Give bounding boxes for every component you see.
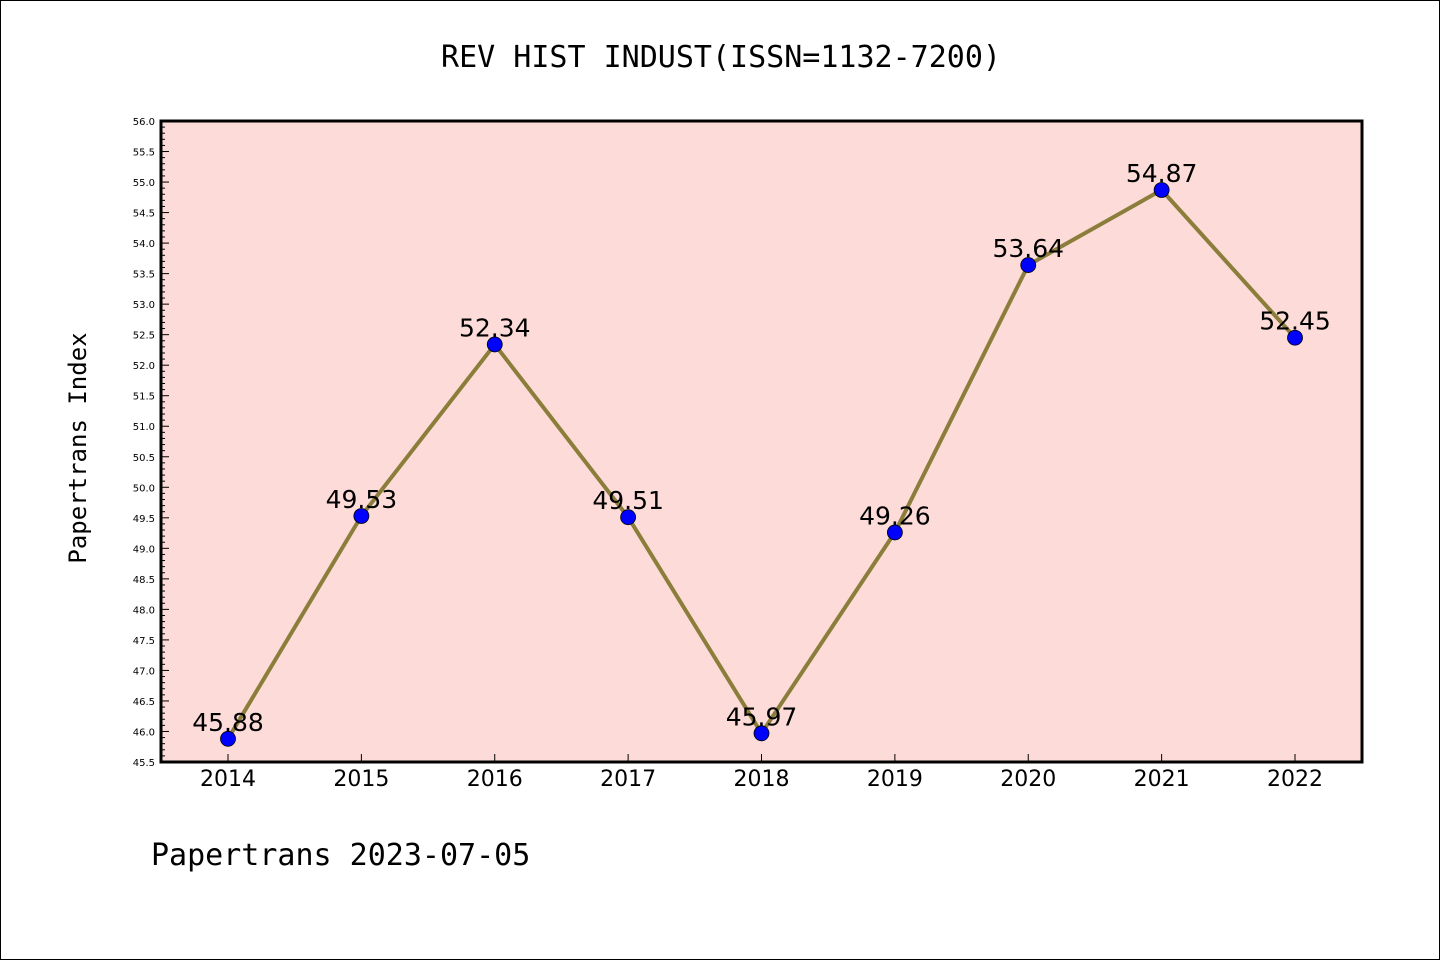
data-point: [1153, 182, 1170, 198]
y-tick-label: 48.5: [133, 575, 155, 586]
data-label: 54.87: [1126, 159, 1198, 188]
data-point: [220, 730, 236, 747]
y-tick-label: 55.0: [133, 178, 155, 189]
x-tick-label: 2016: [467, 767, 523, 792]
y-tick-label: 52.0: [133, 361, 155, 372]
y-tick-label: 50.0: [133, 483, 155, 494]
y-tick-label: 56.0: [133, 117, 155, 128]
data-point: [353, 508, 370, 524]
x-tick-label: 2021: [1134, 767, 1190, 792]
y-tick-label: 54.5: [133, 209, 155, 220]
y-tick-label: 45.5: [133, 758, 155, 769]
chart-title: REV HIST INDUST(ISSN=1132-7200): [441, 40, 1001, 75]
y-axis: 45.5 46.0 46.5 47.0 47.5 48.0 48.5 49.0 49.5 50.0…: [133, 117, 169, 769]
y-tick-label: 47.0: [133, 666, 155, 677]
x-tick-label: 2019: [867, 767, 923, 792]
x-tick-label: 2015: [333, 767, 389, 792]
data-point: [620, 509, 637, 526]
y-tick-label: 49.5: [133, 514, 155, 525]
data-labels: 45.88 49.53 52.34 49.51 45.97 49.26 53.64 54.87…: [192, 159, 1331, 737]
series-line-group: [220, 182, 1303, 747]
data-point: [1020, 257, 1037, 273]
y-tick-label: 54.0: [133, 239, 155, 250]
y-tick-label: 52.5: [133, 331, 155, 342]
data-label: 52.45: [1259, 307, 1331, 336]
y-tick-label: 51.0: [133, 422, 155, 433]
y-tick-label: 51.5: [133, 392, 155, 403]
data-label: 45.97: [726, 702, 798, 731]
y-tick-label: 46.0: [133, 727, 155, 738]
data-label: 45.88: [192, 708, 264, 737]
y-tick-label: 48.0: [133, 605, 155, 616]
y-tick-label: 46.5: [133, 697, 155, 708]
x-tick-label: 2014: [200, 767, 256, 792]
data-point: [886, 524, 903, 541]
x-tick-label: 2022: [1267, 767, 1323, 792]
data-label: 53.64: [992, 234, 1064, 263]
x-tick-label: 2020: [1000, 767, 1056, 792]
data-label: 49.53: [326, 485, 398, 514]
data-label: 49.51: [592, 486, 664, 515]
plot-area: [159, 119, 1364, 764]
x-tick-label: 2017: [600, 767, 656, 792]
data-point: [1287, 329, 1303, 346]
y-tick-label: 50.5: [133, 453, 155, 464]
x-tick-label: 2018: [734, 767, 790, 792]
y-tick-label: 53.5: [133, 270, 155, 281]
y-tick-label: 55.5: [133, 148, 155, 159]
data-label: 52.34: [459, 313, 531, 342]
y-tick-label: 49.0: [133, 544, 155, 555]
data-point: [753, 725, 770, 742]
y-tick-label: 47.5: [133, 636, 155, 647]
x-axis: 2014 2015 2016 2017 2018 2019 2020 2021 2022: [200, 754, 1323, 792]
y-tick-label: 53.0: [133, 300, 155, 311]
footer-text: Papertrans 2023-07-05: [151, 838, 530, 873]
data-point: [486, 336, 503, 353]
data-label: 49.26: [859, 501, 931, 530]
y-axis-label: Papertrans Index: [64, 332, 92, 563]
